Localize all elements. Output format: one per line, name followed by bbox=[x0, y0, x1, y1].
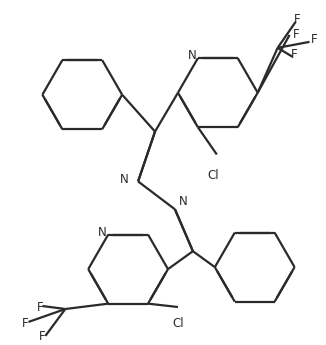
Text: F: F bbox=[22, 317, 29, 331]
Text: F: F bbox=[39, 331, 46, 343]
Text: F: F bbox=[37, 300, 44, 314]
Text: N: N bbox=[187, 49, 196, 62]
Text: Cl: Cl bbox=[207, 169, 219, 183]
Text: F: F bbox=[292, 28, 299, 41]
Text: F: F bbox=[291, 48, 298, 61]
Text: N: N bbox=[120, 173, 128, 186]
Text: N: N bbox=[98, 226, 107, 239]
Text: Cl: Cl bbox=[172, 317, 184, 330]
Text: F: F bbox=[311, 33, 318, 46]
Text: N: N bbox=[179, 195, 187, 208]
Text: F: F bbox=[294, 13, 301, 27]
